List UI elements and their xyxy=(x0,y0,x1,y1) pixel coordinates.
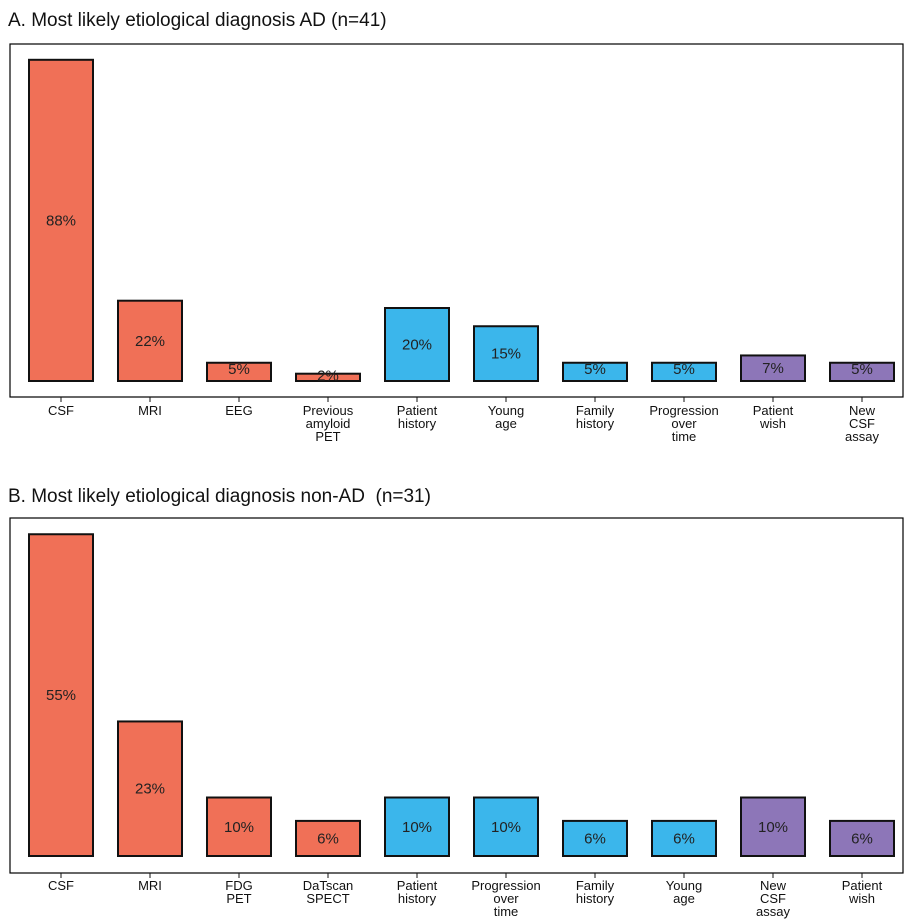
bar-value-label: 23% xyxy=(135,781,165,798)
x-tick-label: Progression over time xyxy=(649,403,718,444)
bar xyxy=(28,533,94,857)
bar-value-label: 2% xyxy=(317,368,339,385)
bar xyxy=(117,720,183,857)
x-tick-label: Patient history xyxy=(397,403,438,431)
bar-value-label: 5% xyxy=(851,361,873,378)
bar xyxy=(651,361,717,382)
bar xyxy=(117,299,183,383)
panel-b: B. Most likely etiological diagnosis non… xyxy=(0,478,904,923)
bar-value-label: 20% xyxy=(402,337,432,354)
bar-value-label: 5% xyxy=(673,361,695,378)
bar-value-label: 10% xyxy=(224,819,254,836)
x-tick-label: New CSF assay xyxy=(756,878,790,919)
x-tick-label: Patient wish xyxy=(842,878,883,906)
bar-value-label: 6% xyxy=(584,830,606,847)
x-tick-label: New CSF assay xyxy=(845,403,879,444)
bar-value-label: 6% xyxy=(673,830,695,847)
x-tick-label: EEG xyxy=(225,403,252,418)
bar xyxy=(740,354,806,383)
bar xyxy=(562,361,628,382)
x-tick-label: Family history xyxy=(576,403,615,431)
bar xyxy=(829,819,895,857)
x-tick-label: Previous amyloid PET xyxy=(303,403,354,444)
x-tick-label: Young age xyxy=(666,878,702,906)
x-tick-label: Young age xyxy=(488,403,524,431)
plot-frame xyxy=(9,43,904,398)
bar-value-label: 10% xyxy=(402,819,432,836)
bar xyxy=(473,796,539,857)
bar-value-label: 88% xyxy=(46,212,76,229)
bar xyxy=(384,796,450,857)
bar xyxy=(206,796,272,857)
x-tick-label: FDG PET xyxy=(225,878,252,906)
bar-value-label: 6% xyxy=(851,830,873,847)
bar xyxy=(562,819,628,857)
bar-value-label: 7% xyxy=(762,360,784,377)
bar-value-label: 10% xyxy=(491,819,521,836)
bar-chart-a: 88% CSF 22% MRI 5% EEG 2% Previous amyloid PET 20%… xyxy=(9,43,904,444)
plot-frame xyxy=(9,517,904,874)
bar xyxy=(740,796,806,857)
bar-value-label: 22% xyxy=(135,333,165,350)
bar xyxy=(295,819,361,857)
bar-value-label: 15% xyxy=(491,346,521,363)
bar xyxy=(295,372,361,383)
x-tick-label: Patient history xyxy=(397,878,438,906)
bar-chart-b: 55% CSF 23% MRI 10% FDG PET 6% DaTscan SPECT 10% Pa… xyxy=(9,517,904,919)
bar xyxy=(829,361,895,382)
bar-value-label: 10% xyxy=(758,819,788,836)
panel-a: A. Most likely etiological diagnosis AD … xyxy=(0,0,904,460)
x-tick-label: Family history xyxy=(576,878,615,906)
x-tick-label: CSF xyxy=(48,403,74,418)
x-tick-label: MRI xyxy=(138,403,162,418)
bar xyxy=(206,361,272,382)
bar xyxy=(651,819,717,857)
bar-value-label: 5% xyxy=(584,361,606,378)
chart-title: B. Most likely etiological diagnosis non… xyxy=(8,486,431,507)
bar-value-label: 55% xyxy=(46,687,76,704)
bar-value-label: 5% xyxy=(228,361,250,378)
bar xyxy=(384,307,450,382)
x-tick-label: DaTscan SPECT xyxy=(303,878,354,906)
chart-title: A. Most likely etiological diagnosis AD … xyxy=(8,10,387,31)
x-tick-label: Progression over time xyxy=(471,878,540,919)
x-tick-label: CSF xyxy=(48,878,74,893)
x-tick-label: MRI xyxy=(138,878,162,893)
bar xyxy=(28,58,94,383)
bar-value-label: 6% xyxy=(317,830,339,847)
x-tick-label: Patient wish xyxy=(753,403,794,431)
bar xyxy=(473,325,539,382)
